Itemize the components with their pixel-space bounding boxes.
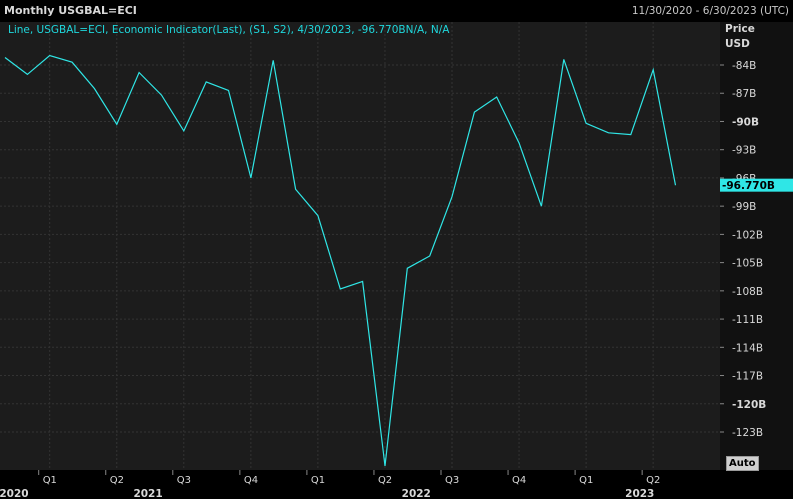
currency-axis-label: USD [725,38,750,50]
y-tick-label: -120B [732,399,766,411]
x-tick-label: Q2 [110,475,124,486]
price-axis-label: Price [725,23,755,35]
year-label: 2020 [0,488,29,499]
y-tick-label: -114B [732,342,763,354]
series-line [4,54,677,466]
y-tick-label: -84B [732,60,756,72]
title-bar: Monthly USGBAL=ECI 11/30/2020 - 6/30/202… [0,0,793,22]
last-value-box [720,178,793,192]
y-axis-ticks: -84B-87B-90B-93B-96B-99B-102B-105B-108B-… [720,60,766,439]
x-tick-label: Q1 [311,475,325,486]
x-tick-label: Q3 [177,475,191,486]
series-legend[interactable]: Line, USGBAL=ECI, Economic Indicator(Las… [8,24,450,36]
y-tick-label: -87B [732,88,756,100]
x-axis-panel[interactable] [0,470,793,499]
date-range[interactable]: 11/30/2020 - 6/30/2023 (UTC) [631,5,789,17]
last-value-marker: -96.770B [720,178,793,192]
x-tick-label: Q2 [378,475,392,486]
x-tick-label: Q1 [579,475,593,486]
x-tick-label: Q1 [43,475,57,486]
x-tick-label: Q3 [445,475,459,486]
y-axis-panel[interactable] [720,22,793,470]
x-tick-label: Q4 [244,475,258,486]
year-label: 2022 [402,488,431,499]
y-tick-label: -99B [732,201,756,213]
auto-scale-button[interactable]: Auto [726,456,759,471]
grid-lines [0,22,720,470]
chart-title: Monthly USGBAL=ECI [4,4,137,17]
year-label: 2023 [625,488,654,499]
y-tick-label: -90B [732,116,759,128]
year-label: 2021 [133,488,162,499]
y-tick-label: -117B [732,371,763,383]
last-value-label: -96.770B [722,180,775,192]
y-tick-label: -108B [732,286,763,298]
plot-area[interactable] [0,22,720,470]
y-tick-label: -105B [732,258,763,270]
y-tick-label: -102B [732,229,763,241]
y-tick-label: -93B [732,145,756,157]
x-axis-ticks: Q1 Q2 Q3 Q4 Q1 Q2 Q3 Q4 Q1 Q2 2020 2021 2022 2023 [0,470,660,499]
y-tick-label: -123B [732,427,763,439]
x-tick-label: Q4 [512,475,526,486]
series-line-group [4,54,677,466]
x-tick-label: Q2 [646,475,660,486]
y-tick-label: -111B [732,314,763,326]
